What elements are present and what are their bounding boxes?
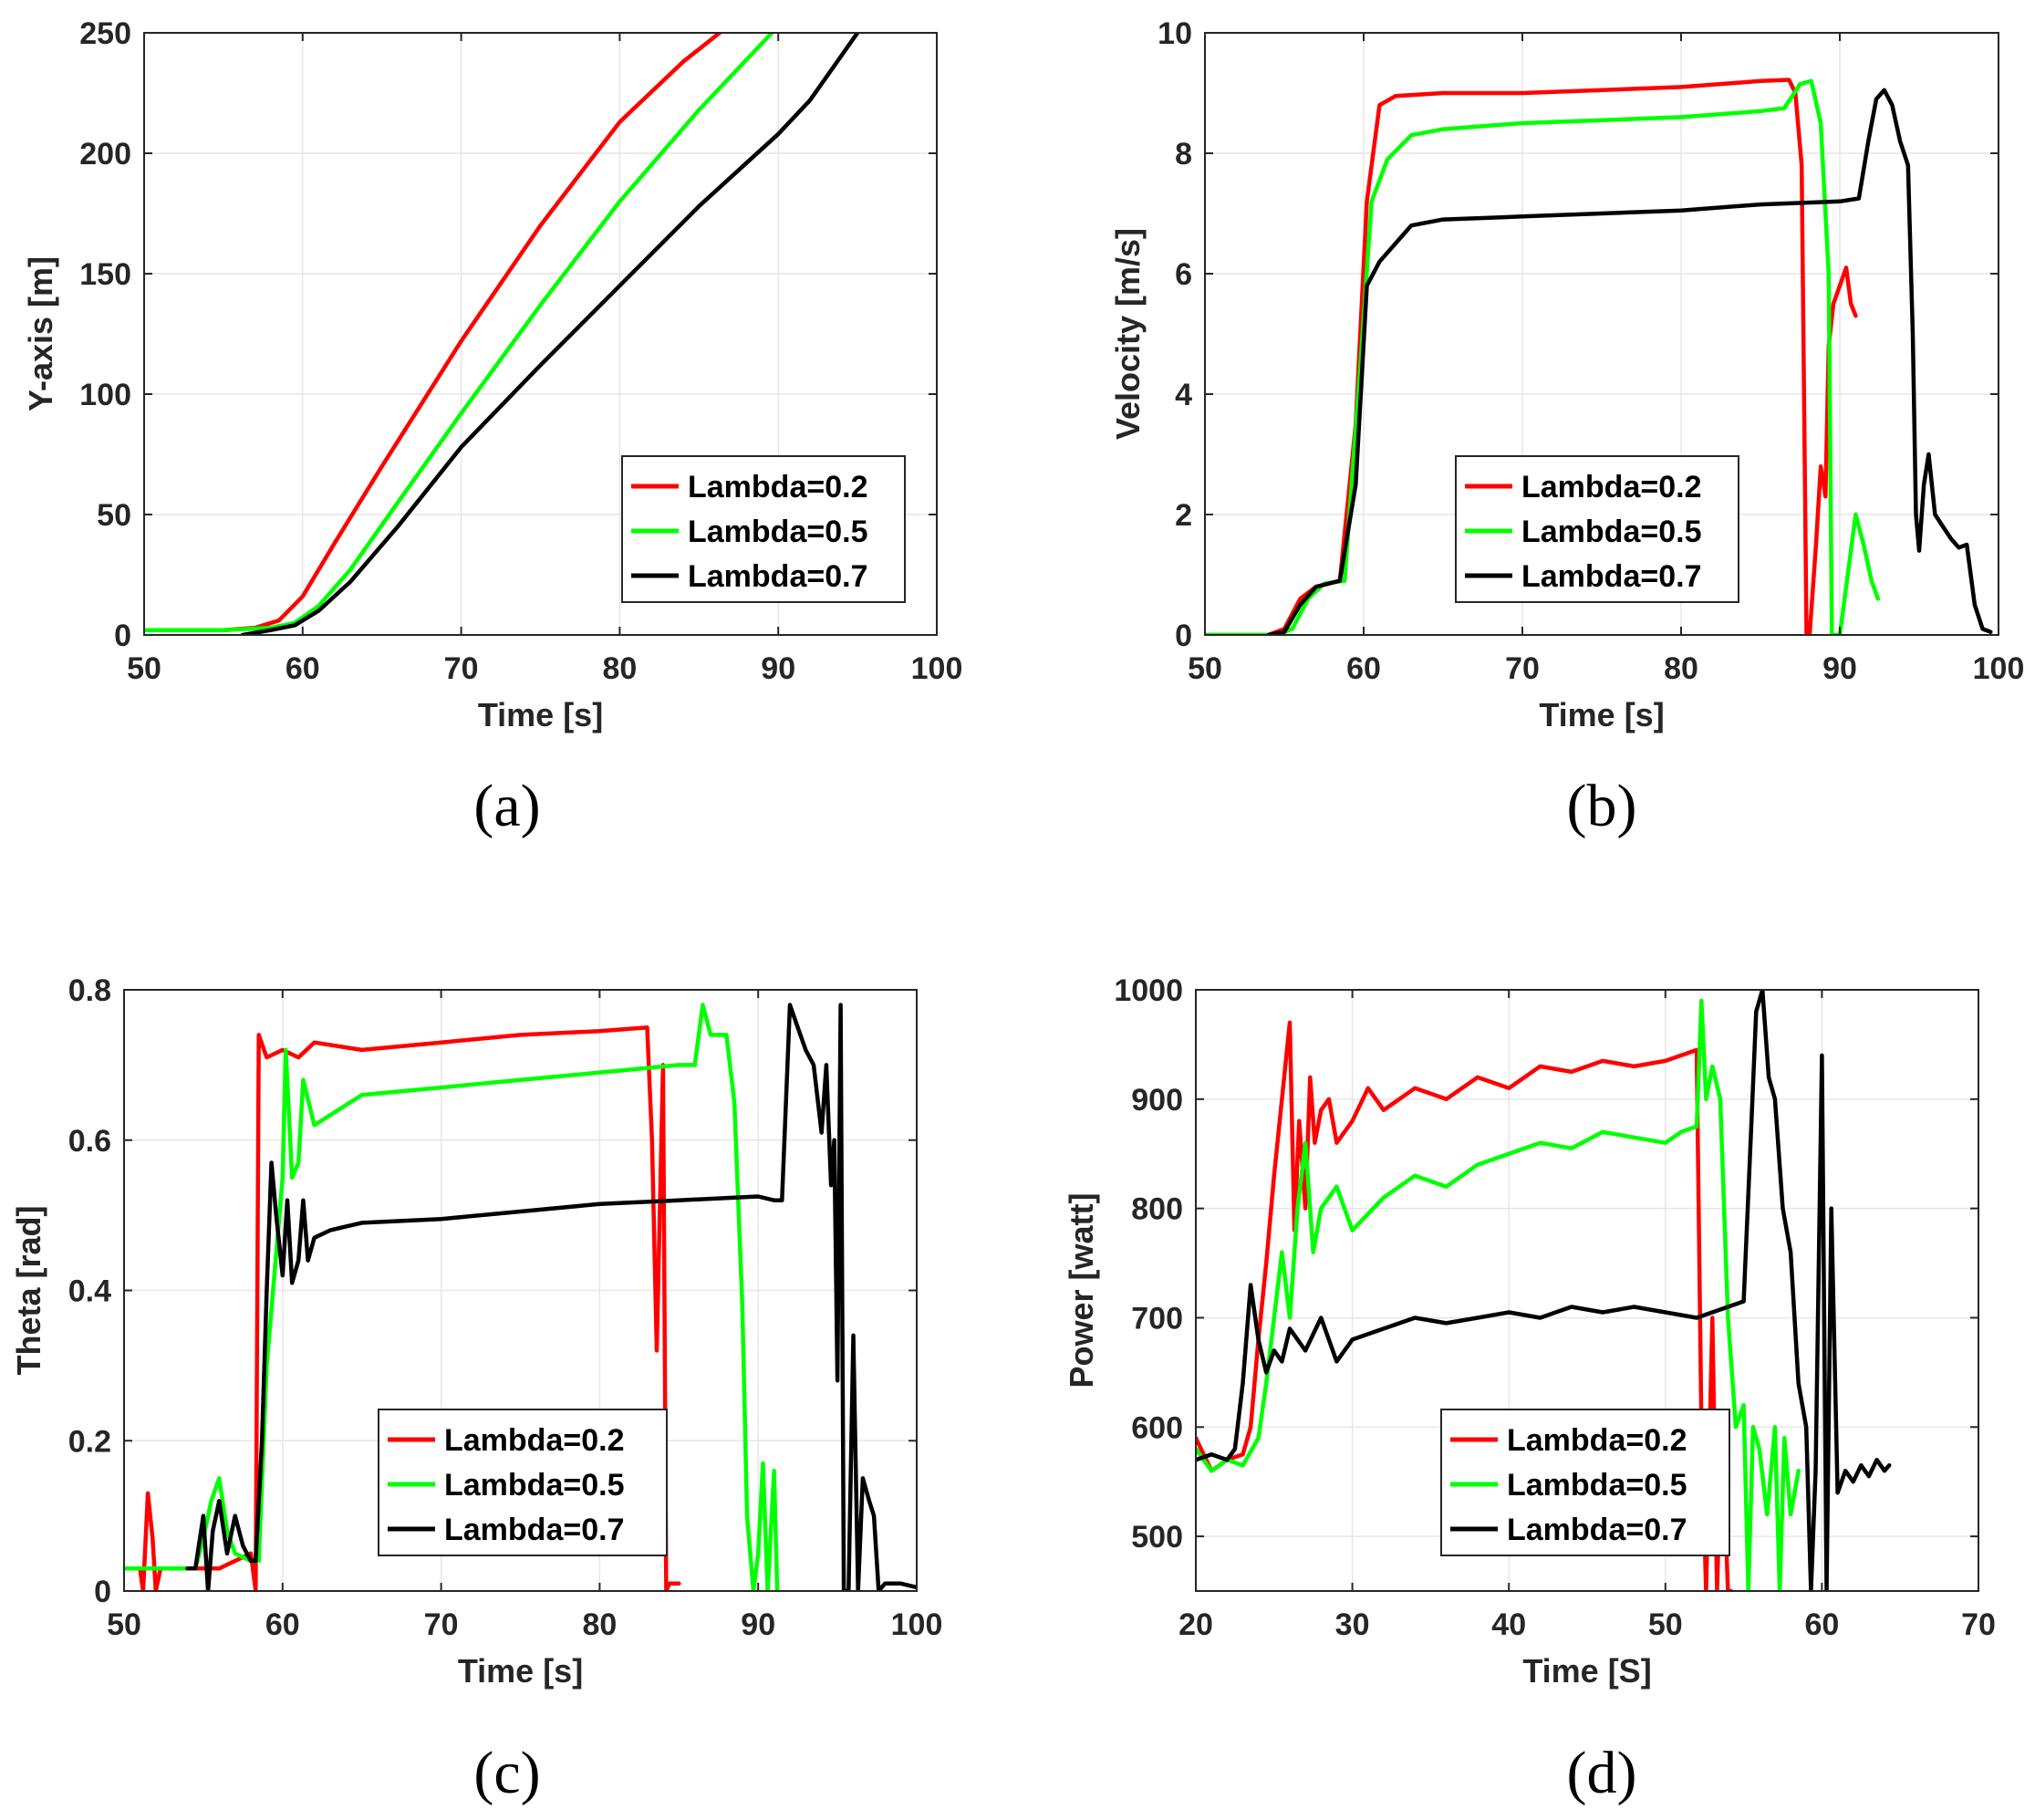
legend: Lambda=0.2 Lambda=0.5 Lambda=0.7 (378, 1409, 668, 1556)
x-tick-label: 80 (602, 651, 637, 686)
x-axis-label: Time [s] (478, 696, 603, 733)
x-tick-label: 50 (1648, 1607, 1683, 1642)
x-tick-label: 80 (1664, 651, 1698, 686)
x-tick-label: 80 (582, 1607, 617, 1642)
y-tick-label: 0 (94, 1575, 111, 1609)
y-tick-label: 0.2 (68, 1424, 111, 1459)
panel-label: (b) (1567, 773, 1637, 839)
series-line-lambda-0-5 (124, 1003, 780, 1591)
series-line-lambda-0-7 (1196, 990, 1892, 1591)
legend-label: Lambda=0.5 (1521, 515, 1701, 549)
series-line-lambda-0-5 (144, 33, 774, 632)
legend-label: Lambda=0.5 (444, 1468, 624, 1503)
x-tick-label: 70 (424, 1607, 459, 1642)
legend-label: Lambda=0.5 (688, 515, 867, 549)
y-tick-label: 0.8 (68, 973, 111, 1008)
y-tick-label: 2 (1175, 498, 1192, 533)
panel-label: (a) (473, 773, 540, 839)
y-tick-label: 6 (1175, 257, 1192, 292)
series-line-lambda-0-7 (1266, 88, 1993, 635)
series-group (1196, 990, 1892, 1591)
y-tick-label: 200 (79, 137, 131, 172)
y-tick-label: 250 (79, 16, 131, 51)
x-tick-label: 100 (891, 1607, 943, 1642)
x-tick-label: 70 (1961, 1607, 1996, 1642)
y-tick-label: 100 (79, 378, 131, 412)
y-tick-label: 0.4 (68, 1274, 111, 1309)
y-tick-label: 4 (1175, 378, 1192, 412)
x-tick-label: 40 (1491, 1607, 1526, 1642)
series-line-lambda-0-2 (124, 1024, 681, 1591)
y-axis-label: Theta [rad] (10, 1205, 47, 1375)
legend: Lambda=0.2 Lambda=0.5 Lambda=0.7 (1455, 455, 1739, 603)
axes-box (143, 32, 938, 636)
legend-label: Lambda=0.7 (1521, 559, 1701, 594)
y-tick-label: 0.6 (68, 1124, 111, 1159)
legend-label: Lambda=0.7 (1507, 1513, 1687, 1547)
x-axis-label: Time [s] (458, 1652, 583, 1690)
x-tick-label: 60 (1346, 651, 1381, 686)
y-tick-label: 150 (79, 257, 131, 292)
panel-d: 20 30 40 50 60 70 500 600 700 800 900 1000 Time [S] P… (1063, 973, 1996, 1806)
panel-b: 50 60 70 80 90 100 0 2 4 6 8 10 Time [s] Velocity [m/… (1109, 16, 2024, 839)
legend-label: Lambda=0.2 (1521, 470, 1701, 504)
series-group (1205, 78, 1993, 635)
x-tick-label: 90 (1822, 651, 1857, 686)
x-tick-label: 100 (1973, 651, 2025, 686)
x-tick-label: 50 (107, 1607, 141, 1642)
y-tick-label: 10 (1158, 16, 1192, 51)
x-tick-label: 100 (911, 651, 963, 686)
y-axis-label: Velocity [m/s] (1109, 228, 1147, 440)
x-tick-label: 90 (741, 1607, 775, 1642)
x-axis-label: Time [S] (1522, 1652, 1651, 1690)
y-tick-label: 600 (1131, 1410, 1183, 1445)
x-tick-label: 90 (761, 651, 795, 686)
x-tick-label: 30 (1335, 1607, 1370, 1642)
y-tick-label: 1000 (1114, 973, 1183, 1008)
series-line-lambda-0-7 (185, 1003, 917, 1591)
series-line-lambda-0-2 (1196, 1020, 1734, 1591)
panel-label: (d) (1567, 1740, 1637, 1806)
series-line-lambda-0-5 (1196, 998, 1801, 1591)
y-tick-label: 8 (1175, 137, 1192, 172)
y-axis-label: Power [watt] (1063, 1192, 1100, 1388)
legend-label: Lambda=0.2 (444, 1423, 624, 1458)
series-group (144, 33, 860, 635)
panel-label: (c) (473, 1740, 540, 1806)
x-tick-label: 20 (1178, 1607, 1213, 1642)
y-tick-label: 50 (97, 498, 131, 533)
x-tick-label: 60 (1804, 1607, 1839, 1642)
series-group (124, 1003, 917, 1591)
y-tick-label: 0 (114, 619, 131, 653)
legend: Lambda=0.2 Lambda=0.5 Lambda=0.7 (621, 455, 906, 603)
y-tick-label: 700 (1131, 1301, 1183, 1336)
x-tick-label: 50 (127, 651, 161, 686)
legend-label: Lambda=0.7 (444, 1513, 624, 1547)
y-tick-label: 500 (1131, 1520, 1183, 1555)
y-tick-label: 0 (1175, 619, 1192, 653)
x-tick-label: 70 (444, 651, 479, 686)
y-axis-label: Y-axis [m] (22, 256, 59, 411)
legend-label: Lambda=0.2 (688, 470, 867, 504)
legend-label: Lambda=0.2 (1507, 1423, 1687, 1458)
series-line-lambda-0-7 (240, 33, 860, 635)
axes-box (1195, 989, 1979, 1592)
x-tick-label: 50 (1188, 651, 1222, 686)
x-axis-label: Time [s] (1539, 696, 1664, 733)
legend-label: Lambda=0.7 (688, 559, 867, 594)
legend: Lambda=0.2 Lambda=0.5 Lambda=0.7 (1440, 1409, 1730, 1556)
x-tick-label: 60 (286, 651, 320, 686)
panel-c: 50 60 70 80 90 100 0 0.2 0.4 0.6 0.8 Time [s] Theta … (10, 973, 942, 1806)
y-tick-label: 800 (1131, 1192, 1183, 1227)
axes-box (1204, 32, 1999, 636)
legend-label: Lambda=0.5 (1507, 1468, 1687, 1503)
x-tick-label: 70 (1505, 651, 1540, 686)
y-tick-label: 900 (1131, 1083, 1183, 1118)
x-tick-label: 60 (265, 1607, 300, 1642)
